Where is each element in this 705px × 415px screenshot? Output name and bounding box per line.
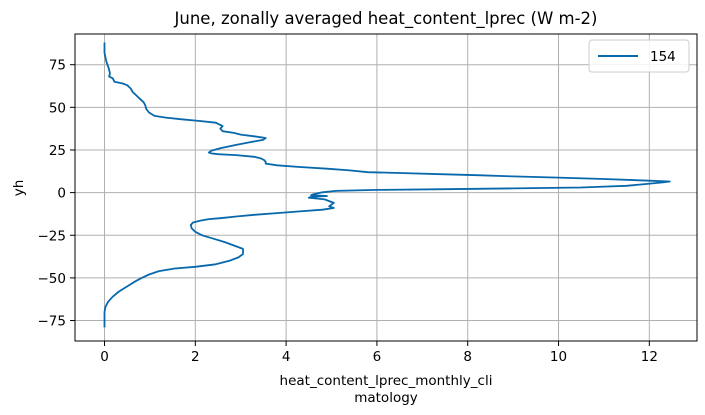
x-axis-label-line-1: heat_content_lprec_monthly_cli: [280, 373, 493, 389]
legend-label: 154: [650, 49, 676, 65]
y-tick-label: 75: [49, 58, 66, 74]
x-tick-label: 4: [282, 349, 291, 365]
axes-frame: [74, 33, 698, 342]
x-tick-label: 0: [100, 349, 109, 365]
chart-title: June, zonally averaged heat_content_lpre…: [174, 9, 598, 29]
x-axis-label-line-2: matology: [354, 390, 418, 406]
y-tick-label: 25: [49, 143, 66, 159]
series-line: [103, 42, 671, 328]
y-tick-label: 0: [57, 186, 66, 202]
legend-box: [588, 39, 690, 73]
y-tick-label: 50: [49, 100, 66, 116]
legend: 154: [588, 39, 690, 73]
y-tick-label: −50: [38, 271, 67, 287]
y-tick-label: −75: [38, 314, 67, 330]
data-series-layer: [103, 42, 671, 328]
y-axis-label: yh: [11, 180, 27, 197]
x-tick-label: 8: [463, 349, 472, 365]
x-tick-label: 10: [550, 349, 567, 365]
grid: [75, 34, 697, 341]
y-tick-label: −25: [38, 228, 67, 244]
x-tick-label: 2: [191, 349, 200, 365]
x-tick-label: 12: [641, 349, 658, 365]
ticks: 0 2 4 6 8 10 12 −75 −50 −25 0 25 50 75: [38, 58, 658, 365]
x-tick-label: 6: [373, 349, 382, 365]
